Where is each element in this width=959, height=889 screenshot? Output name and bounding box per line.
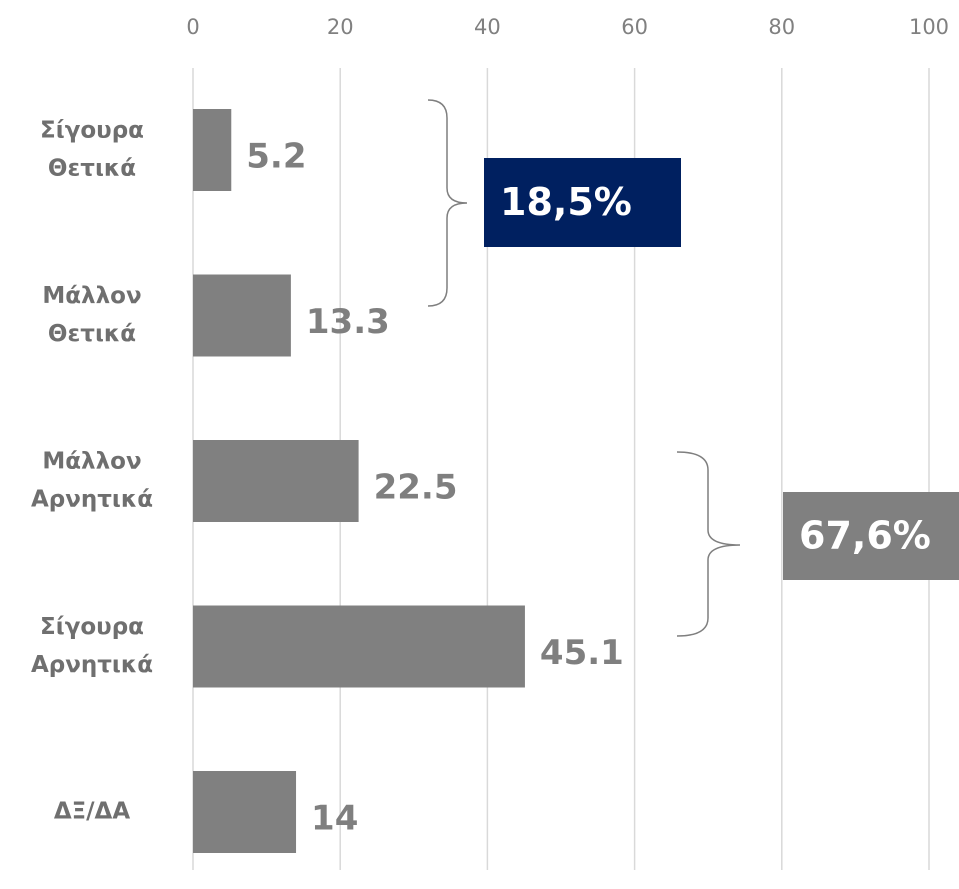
x-tick-label: 80 xyxy=(768,15,795,39)
y-tick-label: Μάλλον xyxy=(42,449,141,475)
x-tick-label: 40 xyxy=(474,15,501,39)
y-tick-label: Θετικά xyxy=(48,156,136,182)
bar xyxy=(193,440,359,522)
annotation-box xyxy=(484,158,681,247)
annotation: 67,6% xyxy=(799,514,931,558)
x-tick-label: 0 xyxy=(186,15,199,39)
value-label: 22.5 xyxy=(374,468,458,508)
x-tick-label: 20 xyxy=(327,15,354,39)
bar xyxy=(193,274,291,357)
y-tick-label: Σίγουρα xyxy=(40,118,144,144)
annotation-box xyxy=(783,492,959,580)
value-label: 13.3 xyxy=(306,302,390,342)
x-tick-label: 100 xyxy=(909,15,949,39)
y-tick-label: Αρνητικά xyxy=(31,652,153,678)
y-tick-label: Θετικά xyxy=(48,321,136,347)
value-label: 14 xyxy=(311,799,358,839)
annotation: 18,5% xyxy=(500,180,632,224)
brace xyxy=(427,99,468,307)
bar xyxy=(193,605,525,688)
brace xyxy=(676,451,741,637)
y-tick-label: ΔΞ/ΔΑ xyxy=(54,799,131,825)
x-tick-label: 60 xyxy=(621,15,648,39)
value-label: 5.2 xyxy=(246,137,306,177)
y-tick-label: Μάλλον xyxy=(42,283,141,309)
value-label: 45.1 xyxy=(540,633,624,673)
bar xyxy=(193,771,297,853)
y-tick-label: Αρνητικά xyxy=(31,487,153,513)
bar xyxy=(193,109,232,191)
y-tick-label: Σίγουρα xyxy=(40,614,144,640)
